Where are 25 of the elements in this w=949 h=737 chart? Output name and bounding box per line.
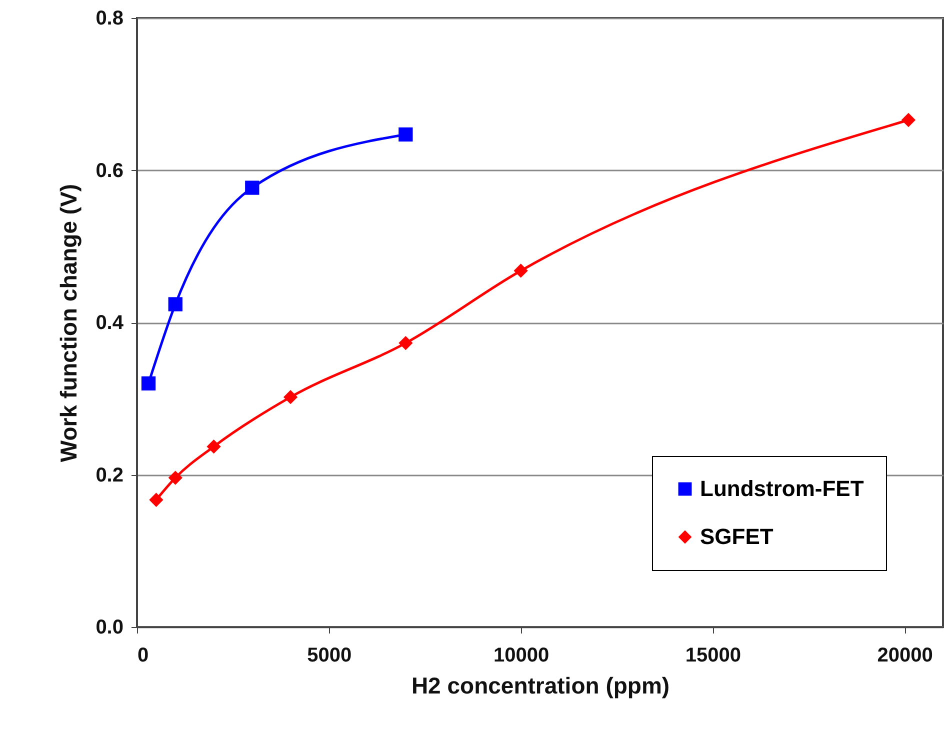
point bbox=[149, 492, 164, 507]
point bbox=[206, 440, 221, 454]
legend-label: SGFET bbox=[700, 524, 774, 549]
x-tick-label: 10000 bbox=[493, 644, 550, 666]
point bbox=[398, 336, 413, 350]
x-axis-title: H2 concentration (ppm) bbox=[411, 672, 670, 698]
x-tick-label: 5000 bbox=[307, 644, 352, 666]
point bbox=[514, 264, 528, 278]
y-tick-label: 0.0 bbox=[96, 616, 124, 638]
y-tick-label: 0.8 bbox=[96, 8, 124, 30]
point bbox=[398, 127, 413, 142]
x-tick-label: 20000 bbox=[877, 644, 933, 666]
x-tick-label: 0 bbox=[138, 644, 149, 666]
y-tick-label: 0.2 bbox=[96, 464, 124, 486]
point bbox=[245, 180, 260, 195]
x-tick-label: 15000 bbox=[685, 644, 742, 666]
point bbox=[901, 112, 916, 128]
y-tick-label: 0.6 bbox=[96, 160, 124, 182]
y-tick-label: 0.4 bbox=[96, 312, 124, 334]
point bbox=[168, 470, 182, 485]
point bbox=[168, 297, 182, 312]
legend-label: Lundstrom-FET bbox=[700, 476, 864, 501]
point bbox=[283, 390, 298, 404]
y-axis-title: Work function change (V) bbox=[56, 184, 82, 462]
point bbox=[141, 376, 156, 390]
